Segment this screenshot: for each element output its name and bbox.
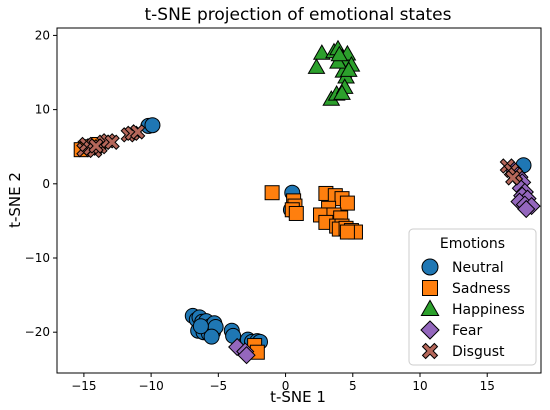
happiness-point xyxy=(333,84,351,100)
x-tick-label: 10 xyxy=(412,379,427,393)
happiness-point xyxy=(339,61,358,77)
y-axis-ticks: −20 −10 0 10 20 xyxy=(25,28,57,339)
neutral-point xyxy=(203,328,220,345)
legend-marker-neutral xyxy=(421,258,439,276)
x-tick-label: 15 xyxy=(480,379,495,393)
y-tick-label: 0 xyxy=(42,177,50,191)
series-disgust xyxy=(76,124,524,186)
legend-item-disgust: Disgust xyxy=(421,342,505,360)
series-happiness xyxy=(307,39,361,106)
legend-label: Neutral xyxy=(452,260,504,276)
neutral-point xyxy=(192,318,209,335)
fear-point xyxy=(517,199,536,219)
legend-label: Happiness xyxy=(452,302,525,318)
x-tick-label: 5 xyxy=(349,379,357,393)
neutral-point xyxy=(144,117,161,134)
y-tick-label: 20 xyxy=(35,28,50,42)
legend-item-fear: Fear xyxy=(420,320,482,340)
sadness-point xyxy=(339,195,355,211)
x-tick-label: 0 xyxy=(282,379,290,393)
y-tick-label: 10 xyxy=(35,103,50,117)
x-tick-label: −15 xyxy=(71,379,96,393)
legend-label: Fear xyxy=(452,323,482,339)
y-tick-label: −10 xyxy=(25,251,50,265)
legend-title: Emotions xyxy=(440,236,505,252)
x-tick-label: −5 xyxy=(209,379,227,393)
happiness-point xyxy=(330,45,349,62)
series-sadness xyxy=(73,136,363,360)
x-tick-label: −10 xyxy=(138,379,163,393)
legend: Emotions Neutral Sadness Happiness Fear Disgu… xyxy=(408,228,537,366)
legend-marker-sadness xyxy=(422,280,438,296)
happiness-point xyxy=(312,44,331,60)
x-axis-ticks: −15 −10 −5 0 5 10 15 xyxy=(71,373,495,393)
chart-title: t-SNE projection of emotional states xyxy=(145,5,452,25)
y-axis-label: t-SNE 2 xyxy=(6,172,24,228)
sadness-point xyxy=(339,224,355,240)
plot-area xyxy=(56,27,542,374)
legend-marker-fear xyxy=(420,320,440,340)
legend-item-happiness: Happiness xyxy=(420,299,525,318)
disgust-point xyxy=(129,124,146,140)
fear-point xyxy=(237,346,256,365)
happiness-point xyxy=(307,58,326,74)
plot-frame xyxy=(56,27,542,374)
disgust-point xyxy=(505,170,521,186)
legend-item-sadness: Sadness xyxy=(422,280,510,297)
sadness-point xyxy=(264,185,280,201)
sadness-point xyxy=(288,205,304,221)
disgust-point xyxy=(88,138,104,154)
y-tick-label: −20 xyxy=(25,325,50,339)
legend-marker-disgust xyxy=(421,342,439,360)
legend-label: Sadness xyxy=(452,281,510,297)
disgust-point xyxy=(104,134,120,150)
legend-box xyxy=(408,228,537,366)
legend-item-neutral: Neutral xyxy=(421,258,504,276)
legend-label: Disgust xyxy=(452,344,505,360)
legend-marker-happiness xyxy=(420,299,440,316)
x-axis-label: t-SNE 1 xyxy=(270,388,326,406)
